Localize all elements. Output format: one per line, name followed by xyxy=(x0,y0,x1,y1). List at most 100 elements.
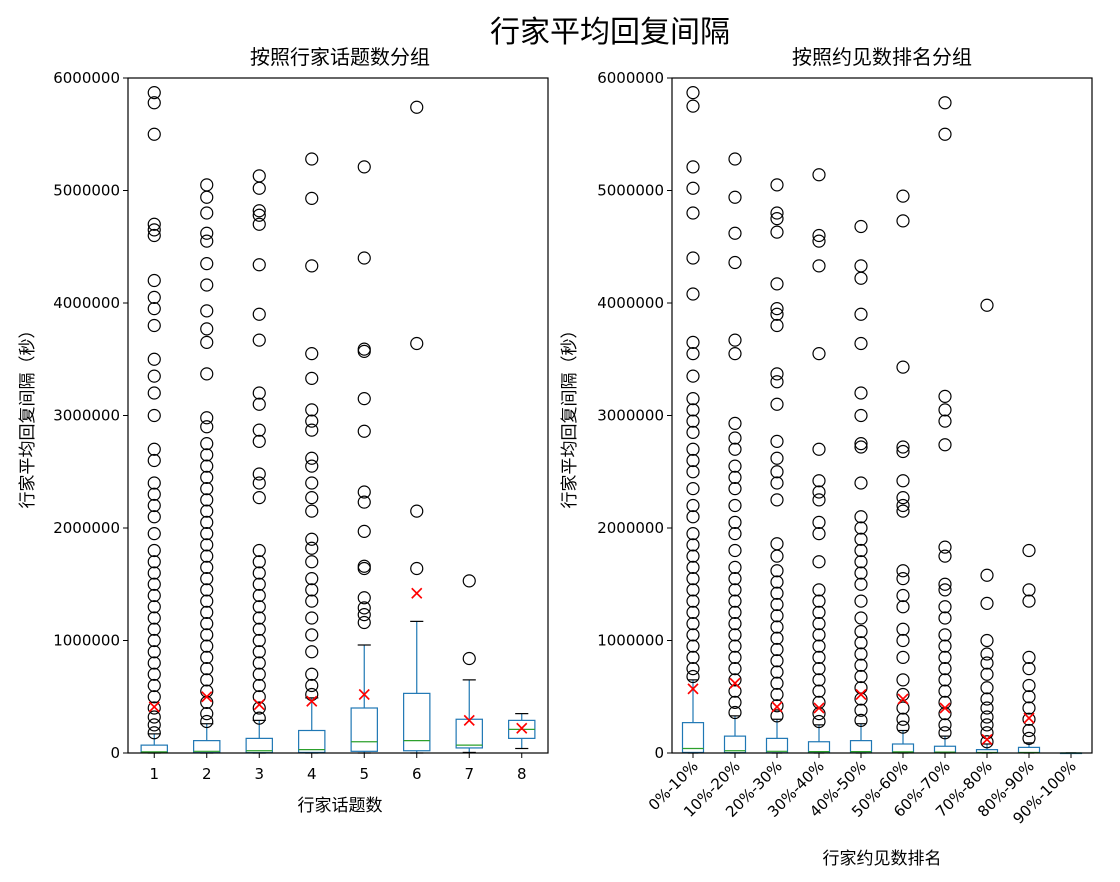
outlier-point xyxy=(305,459,319,473)
outlier-point xyxy=(770,397,784,411)
outlier-point xyxy=(305,555,319,569)
outlier-point xyxy=(1022,712,1036,726)
chart-left-ylabel: 行家平均回复间隔（秒） xyxy=(18,322,38,509)
outlier-point xyxy=(686,181,700,195)
left-x-tick-label: 4 xyxy=(307,765,317,783)
box-iqr xyxy=(455,718,483,749)
outlier-point xyxy=(686,369,700,383)
outlier-point xyxy=(147,566,161,580)
outlier-point xyxy=(686,86,700,100)
outlier-point xyxy=(200,583,214,597)
outlier-point xyxy=(896,189,910,203)
outlier-point xyxy=(200,527,214,541)
outlier-point xyxy=(728,684,742,698)
outlier-point xyxy=(854,713,868,727)
right-y-tick-label: 5000000 xyxy=(597,182,664,200)
outlier-point xyxy=(686,617,700,631)
outlier-point xyxy=(200,304,214,318)
outlier-point xyxy=(770,537,784,551)
outlier-point xyxy=(980,656,994,670)
outlier-point xyxy=(686,583,700,597)
outlier-point xyxy=(200,470,214,484)
left-x-tick-label: 1 xyxy=(149,765,159,783)
outlier-point xyxy=(812,714,826,729)
outlier-point xyxy=(938,718,952,732)
outlier-point xyxy=(770,206,784,220)
mean-marker xyxy=(1023,712,1035,724)
outlier-point xyxy=(305,491,319,505)
outlier-point xyxy=(812,234,826,248)
outlier-point xyxy=(686,549,700,563)
right-box-0 xyxy=(681,86,705,754)
outlier-point xyxy=(854,577,868,591)
outlier-point xyxy=(854,440,868,454)
outlier-point xyxy=(854,476,868,490)
outlier-point xyxy=(200,448,214,462)
left-x-tick-label: 3 xyxy=(254,765,264,783)
left-box-3 xyxy=(298,152,326,754)
outlier-point xyxy=(854,543,868,558)
outlier-point xyxy=(252,645,266,659)
outlier-point xyxy=(686,510,700,524)
outlier-point xyxy=(305,423,319,437)
outlier-point xyxy=(770,212,784,226)
outlier-point xyxy=(252,204,266,218)
outlier-point xyxy=(200,411,214,425)
left-box-4 xyxy=(350,160,378,754)
left-box-5 xyxy=(403,100,431,754)
outlier-point xyxy=(854,624,868,639)
outlier-point xyxy=(305,476,319,490)
left-box-0 xyxy=(140,86,168,754)
outlier-point xyxy=(252,397,266,411)
outlier-point xyxy=(686,594,700,608)
outlier-point xyxy=(686,669,700,684)
chart-left-title: 按照行家话题数分组 xyxy=(250,45,430,69)
outlier-point xyxy=(357,495,371,509)
outlier-point xyxy=(252,711,266,725)
outlier-point xyxy=(938,650,952,664)
outlier-point xyxy=(938,707,952,721)
left-x-tick-label: 7 xyxy=(464,765,474,783)
outlier-point xyxy=(200,594,214,608)
outlier-point xyxy=(147,127,161,141)
outlier-point xyxy=(854,271,868,285)
outlier-point xyxy=(252,611,266,625)
outlier-point xyxy=(812,527,826,541)
outlier-point xyxy=(980,701,994,715)
mean-marker xyxy=(981,733,993,746)
outlier-point xyxy=(252,258,266,272)
outlier-point xyxy=(938,639,952,653)
outlier-point xyxy=(200,437,214,451)
outlier-point xyxy=(980,692,994,706)
outlier-point xyxy=(770,620,784,634)
outlier-point xyxy=(147,369,161,383)
outlier-point xyxy=(252,667,266,681)
outlier-point xyxy=(200,662,214,676)
outlier-point xyxy=(147,453,161,468)
outlier-point xyxy=(938,673,952,687)
mean-marker xyxy=(411,587,423,599)
outlier-point xyxy=(686,251,700,265)
outlier-point xyxy=(200,459,214,473)
outlier-point xyxy=(896,491,910,505)
outlier-point xyxy=(938,414,952,428)
outlier-point xyxy=(200,257,214,271)
outlier-point xyxy=(854,555,868,569)
outlier-point xyxy=(938,577,952,591)
left-x-tick-label: 2 xyxy=(202,765,212,783)
outlier-point xyxy=(1022,662,1036,676)
outlier-point xyxy=(200,190,214,204)
outlier-point xyxy=(357,485,371,499)
outlier-point xyxy=(252,600,266,614)
outlier-point xyxy=(147,588,161,603)
outlier-point xyxy=(896,622,910,636)
outlier-point xyxy=(728,431,742,445)
outlier-point xyxy=(812,228,826,243)
outlier-point xyxy=(980,633,994,648)
outlier-point xyxy=(305,414,319,428)
outlier-point xyxy=(770,549,784,563)
outlier-point xyxy=(812,493,826,507)
outlier-point xyxy=(147,510,161,524)
outlier-point xyxy=(770,575,784,589)
